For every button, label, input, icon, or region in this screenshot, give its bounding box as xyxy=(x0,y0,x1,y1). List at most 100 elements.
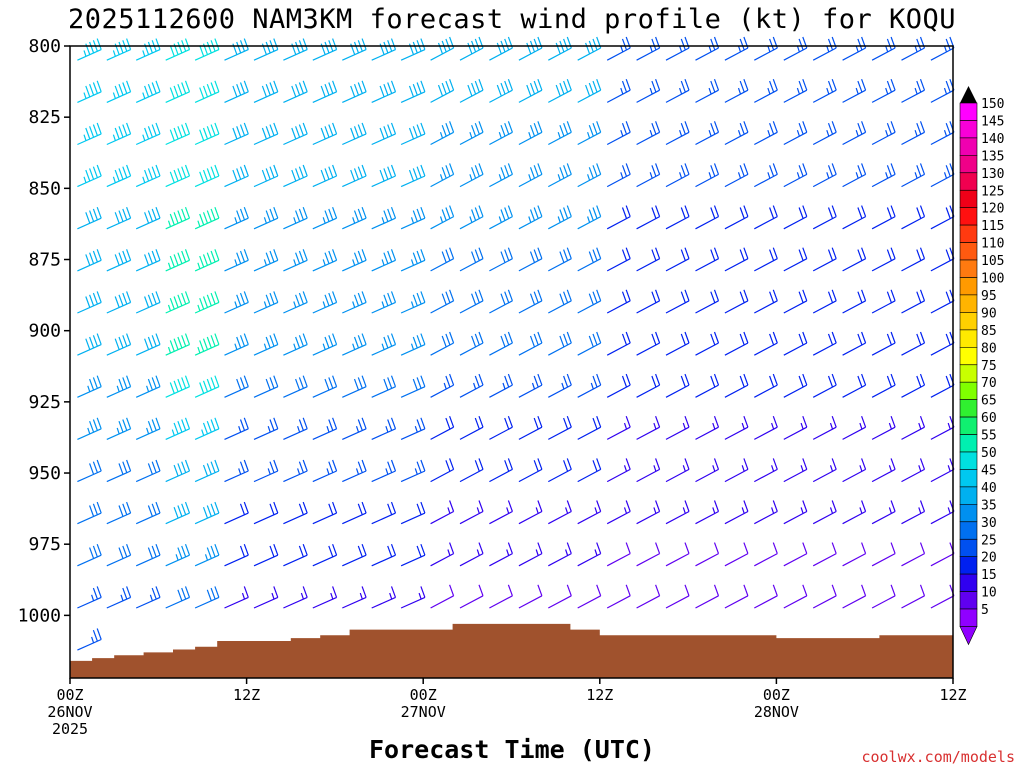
wind-barb xyxy=(871,36,896,61)
colorbar-swatch xyxy=(959,120,978,139)
wind-barb xyxy=(754,584,778,609)
wind-barb xyxy=(135,122,161,146)
wind-barb xyxy=(342,291,367,314)
wind-barb xyxy=(194,543,220,567)
plot-axes: 800825850875900925950975100000Z26NOV2025… xyxy=(18,36,967,738)
colorbar-label: 50 xyxy=(981,446,997,461)
wind-barb xyxy=(371,206,397,230)
wind-barb xyxy=(901,542,926,567)
wind-barb xyxy=(400,501,426,525)
wind-barb xyxy=(724,584,749,609)
wind-barb xyxy=(812,500,837,525)
wind-barb xyxy=(754,36,778,61)
wind-barb xyxy=(871,78,896,103)
wind-barb xyxy=(194,417,220,440)
colorbar-label: 40 xyxy=(981,481,997,496)
colorbar-label: 150 xyxy=(981,97,1004,112)
wind-barb xyxy=(518,373,543,398)
wind-barb xyxy=(459,121,484,146)
colorbar-swatch xyxy=(959,556,978,575)
wind-barb xyxy=(135,459,161,483)
wind-barb xyxy=(724,500,749,525)
wind-barb xyxy=(489,415,513,440)
wind-barb xyxy=(842,373,867,398)
wind-barb xyxy=(901,247,926,272)
wind-barb xyxy=(342,543,367,567)
wind-barb xyxy=(901,289,926,314)
wind-barb xyxy=(459,205,484,230)
colorbar-swatch xyxy=(959,451,978,470)
wind-barb xyxy=(636,205,661,230)
wind-barb xyxy=(901,163,926,188)
wind-barb xyxy=(577,542,602,567)
wind-barb xyxy=(901,331,926,356)
x-tick-label: 00Z xyxy=(410,686,437,704)
wind-barb xyxy=(459,500,484,525)
colorbar-label: 110 xyxy=(981,237,1004,252)
wind-barb xyxy=(253,122,279,146)
wind-barb xyxy=(400,543,426,567)
wind-barb xyxy=(371,586,397,609)
wind-barb xyxy=(518,415,543,440)
credit-link[interactable]: coolwx.com/models xyxy=(861,748,1015,766)
colorbar-label: 130 xyxy=(981,167,1004,182)
wind-barb xyxy=(783,331,808,356)
wind-barb xyxy=(812,78,837,103)
wind-barb xyxy=(695,584,720,609)
wind-barb xyxy=(518,163,543,188)
wind-barb xyxy=(871,163,896,188)
wind-barb xyxy=(724,121,749,146)
wind-barb xyxy=(459,331,484,356)
wind-barb xyxy=(871,542,896,567)
wind-barb xyxy=(283,586,308,609)
wind-barb xyxy=(930,500,955,525)
wind-barb xyxy=(548,205,572,230)
y-tick-label: 900 xyxy=(28,321,61,342)
x-tick-year: 2025 xyxy=(52,720,88,738)
wind-barb xyxy=(459,415,484,440)
wind-barb xyxy=(106,122,132,146)
wind-barb xyxy=(665,500,690,525)
wind-barb xyxy=(606,584,631,609)
wind-barb xyxy=(312,249,338,272)
wind-barb xyxy=(754,163,778,188)
colorbar-label: 120 xyxy=(981,202,1004,217)
wind-barb xyxy=(518,542,543,567)
wind-barb xyxy=(901,415,926,440)
wind-barb xyxy=(901,205,926,230)
wind-barb xyxy=(518,458,543,483)
colorbar-label: 30 xyxy=(981,516,997,531)
wind-barb xyxy=(430,542,455,567)
colorbar-swatch xyxy=(959,137,978,156)
wind-barb xyxy=(283,501,308,525)
wind-barb xyxy=(371,459,397,483)
wind-barb xyxy=(930,458,955,483)
wind-barb xyxy=(106,501,132,525)
wind-barb xyxy=(135,375,161,398)
wind-barb xyxy=(871,289,896,314)
wind-barb xyxy=(871,458,896,483)
y-tick-label: 825 xyxy=(28,107,61,128)
wind-barb xyxy=(224,333,249,356)
wind-barb xyxy=(548,542,572,567)
wind-barb xyxy=(194,459,220,483)
wind-barb xyxy=(371,333,397,356)
wind-barb xyxy=(930,163,955,188)
y-tick-label: 800 xyxy=(28,36,61,57)
wind-barb xyxy=(342,333,367,356)
wind-barb xyxy=(400,291,426,314)
colorbar-swatch xyxy=(959,469,978,488)
wind-barb xyxy=(548,331,572,356)
wind-barb xyxy=(636,542,661,567)
wind-barb xyxy=(283,122,308,146)
wind-barb xyxy=(665,331,690,356)
colorbar-label: 60 xyxy=(981,411,997,426)
colorbar-swatch xyxy=(959,416,978,435)
colorbar-label: 145 xyxy=(981,115,1004,130)
wind-barb xyxy=(842,78,867,103)
wind-barb xyxy=(783,78,808,103)
colorbar-swatch xyxy=(959,486,978,505)
wind-barb xyxy=(724,542,749,567)
wind-barb xyxy=(930,205,955,230)
wind-barb xyxy=(812,121,837,146)
